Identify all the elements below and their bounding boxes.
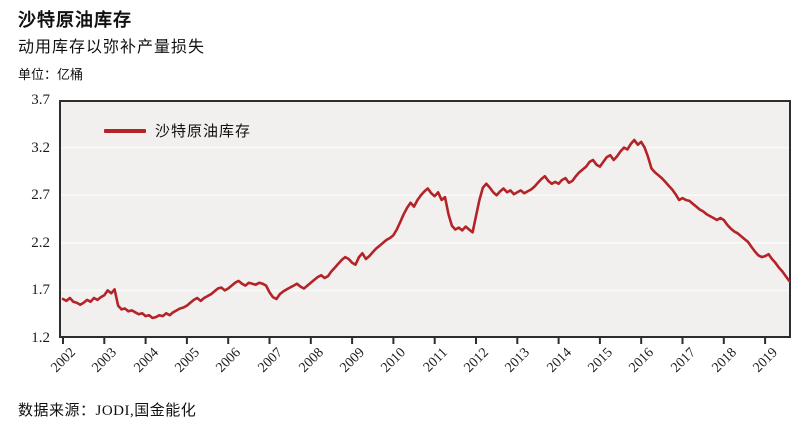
legend: 沙特原油库存 (104, 120, 251, 141)
y-tick-label: 2.7 (31, 187, 50, 204)
y-tick-label: 3.2 (31, 139, 50, 156)
plot-area (59, 100, 791, 338)
legend-line-swatch (104, 128, 146, 133)
legend-series-label: 沙特原油库存 (155, 124, 252, 140)
chart-subtitle: 动用库存以弥补产量损失 (18, 39, 206, 56)
series-line (61, 138, 791, 320)
chart-title: 沙特原油库存 (18, 10, 132, 30)
y-tick-label: 2.2 (31, 234, 50, 251)
unit-label: 单位：亿桶 (18, 67, 84, 82)
data-source-note: 数据来源：JODI,国金能化 (18, 403, 197, 419)
y-tick-label: 3.7 (31, 92, 50, 108)
y-tick-label: 1.7 (31, 282, 50, 299)
y-tick-label: 1.2 (31, 330, 50, 346)
